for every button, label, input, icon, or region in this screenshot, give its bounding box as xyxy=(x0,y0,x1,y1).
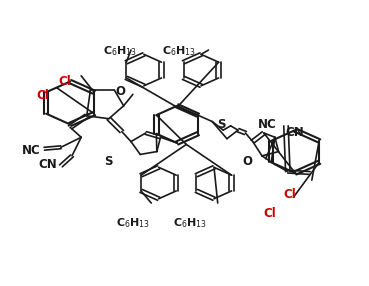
Text: C$_6$H$_{13}$: C$_6$H$_{13}$ xyxy=(103,45,137,58)
Text: O: O xyxy=(242,155,252,168)
Text: Cl: Cl xyxy=(36,89,49,102)
Text: O: O xyxy=(115,85,125,98)
Text: CN: CN xyxy=(286,126,304,140)
Text: CN: CN xyxy=(39,158,57,171)
Text: NC: NC xyxy=(22,144,41,157)
Text: S: S xyxy=(217,118,226,131)
Text: Cl: Cl xyxy=(263,206,276,220)
Text: C$_6$H$_{13}$: C$_6$H$_{13}$ xyxy=(116,216,150,230)
Text: S: S xyxy=(104,155,113,168)
Text: Cl: Cl xyxy=(58,75,71,88)
Text: Cl: Cl xyxy=(283,188,296,201)
Text: C$_6$H$_{13}$: C$_6$H$_{13}$ xyxy=(162,45,196,58)
Text: NC: NC xyxy=(258,118,277,131)
Text: C$_6$H$_{13}$: C$_6$H$_{13}$ xyxy=(173,216,207,230)
